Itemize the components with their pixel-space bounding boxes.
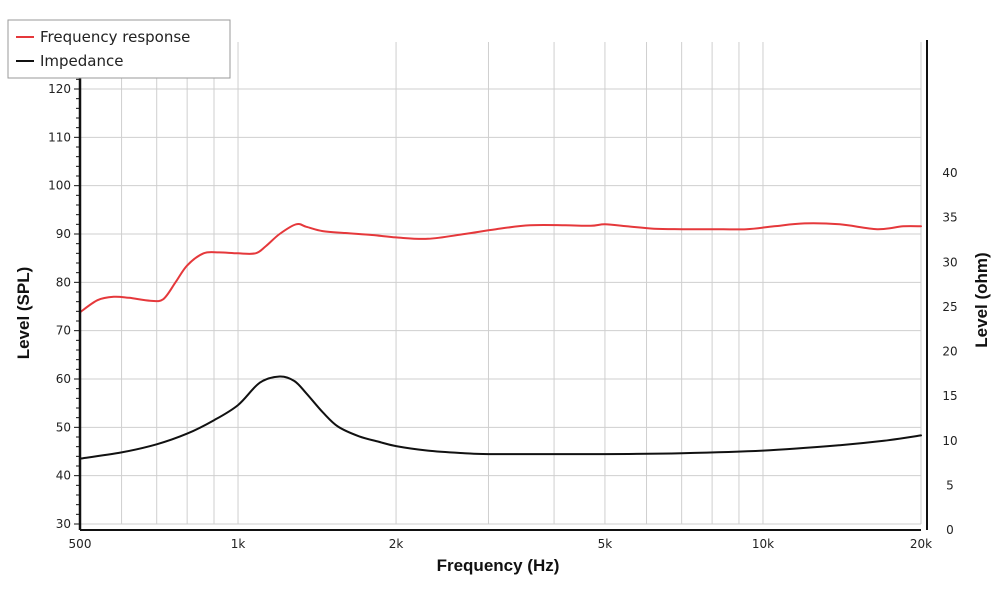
- y-tick-label: 100: [48, 179, 71, 193]
- y-tick-label: 50: [56, 420, 71, 434]
- series-line-frequency-response: [79, 222, 922, 314]
- y2-tick-label: 15: [942, 389, 957, 403]
- y2-axis-title: Level (ohm): [972, 252, 991, 347]
- y-tick-label: 40: [56, 469, 71, 483]
- y-tick-label: 120: [48, 82, 71, 96]
- y2-tick-label: 0: [946, 523, 954, 537]
- y2-tick-label: 20: [942, 345, 957, 359]
- y2-tick-label: 40: [942, 166, 957, 180]
- x-tick-label: 2k: [389, 537, 404, 551]
- y-tick-label: 110: [48, 130, 71, 144]
- x-tick-label: 10k: [752, 537, 774, 551]
- x-tick-label: 1k: [231, 537, 246, 551]
- chart-axes: [74, 40, 928, 531]
- y-tick-label: 80: [56, 275, 71, 289]
- chart-series-layer: [79, 222, 922, 460]
- chart-legend: Frequency response Impedance: [7, 19, 231, 79]
- y-tick-label: 90: [56, 227, 71, 241]
- y-tick-label: 70: [56, 324, 71, 338]
- legend-box: [7, 19, 231, 79]
- legend-label-impedance: Impedance: [40, 52, 123, 70]
- x-tick-label: 5k: [598, 537, 613, 551]
- legend-label-frequency-response: Frequency response: [40, 28, 190, 46]
- y2-tick-label: 30: [942, 255, 957, 269]
- y2-tick-label: 35: [942, 211, 957, 225]
- x-axis-title: Frequency (Hz): [437, 556, 560, 575]
- x-tick-label: 20k: [910, 537, 932, 551]
- y-axis-title: Level (SPL): [14, 267, 33, 360]
- y2-tick-label: 10: [942, 434, 957, 448]
- chart-grid: [79, 42, 922, 525]
- y-tick-label: 30: [56, 517, 71, 531]
- series-line-impedance: [79, 375, 922, 460]
- y2-tick-label: 25: [942, 300, 957, 314]
- chart-tick-labels: 30 40 50 60 70 80 90 100 110 120 0 5 10 15 20 25 30 35 40 5…: [48, 82, 958, 551]
- y-tick-label: 60: [56, 372, 71, 386]
- y2-tick-label: 5: [946, 478, 954, 492]
- x-tick-label: 500: [69, 537, 92, 551]
